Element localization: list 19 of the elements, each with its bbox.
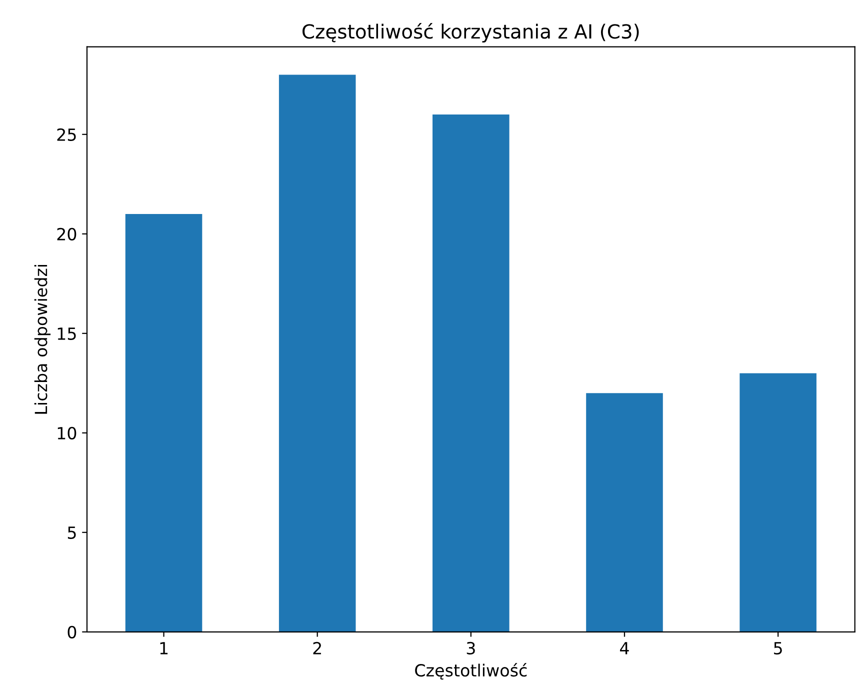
x-tick-label: 4 xyxy=(620,642,629,654)
bar xyxy=(740,373,816,632)
y-tick-label: 10 xyxy=(58,426,76,440)
chart-title: Częstotliwość korzystania z AI (C3) xyxy=(302,22,639,43)
x-tick-label: 3 xyxy=(466,642,475,655)
bar xyxy=(125,214,202,632)
x-tick-label: 5 xyxy=(774,642,782,655)
y-tick-label: 5 xyxy=(68,526,76,539)
y-tick-label: 20 xyxy=(57,228,76,240)
bar xyxy=(278,74,356,632)
bar xyxy=(432,114,510,632)
x-tick-label: 2 xyxy=(313,642,321,654)
bar xyxy=(586,393,663,632)
y-tick-label: 25 xyxy=(57,128,76,141)
x-tick-label: 1 xyxy=(160,642,168,654)
y-axis-title: Liczba odpowiedzi xyxy=(34,264,50,414)
y-tick-label: 15 xyxy=(58,328,76,340)
y-tick-label: 0 xyxy=(68,626,76,638)
x-axis-title: Częstotliwość xyxy=(415,663,527,680)
